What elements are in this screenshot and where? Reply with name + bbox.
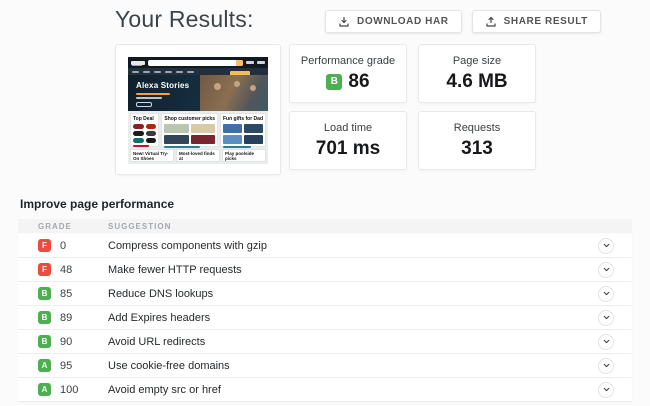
grade-score: 89 [60,311,73,324]
page-size-label: Page size [452,54,502,67]
suggestions-table-header: GRADE SUGGESTION [18,219,632,233]
thumb-hero-banner: Alexa Stories [128,71,268,111]
thumb-bottom-row: New! Virtual Try-On Shoes Most-loved fin… [128,149,268,164]
grade-score: 48 [60,263,73,276]
column-header-grade: GRADE [38,221,72,231]
page-size-value: 4.6 MB [446,70,508,92]
suggestion-text: Reduce DNS lookups [108,287,214,300]
chevron-down-icon [602,237,611,255]
expand-row-button[interactable] [598,261,614,279]
thumb-product-row: Top Deal Shop customer picks [128,111,268,151]
suggestion-row[interactable]: F 48 Make fewer HTTP requests [18,258,632,281]
page-title: Your Results: [115,6,254,32]
thumb-poolside-picks-card: Play poolside picks [222,149,266,162]
grade-badge: F [38,239,51,252]
suggestion-row[interactable]: F 0 Compress components with gzip [18,234,632,257]
improve-section-heading: Improve page performance [20,197,175,211]
suggestion-row[interactable]: B 89 Add Expires headers [18,306,632,329]
suggestion-row[interactable]: A 95 Use cookie-free domains [18,354,632,377]
thumb-hero-button [136,101,152,107]
chevron-down-icon [602,357,611,375]
performance-grade-card: Performance grade B 86 [289,44,407,103]
grade-badge: A [38,359,51,372]
chevron-down-icon [602,381,611,399]
grade-score: 85 [60,287,73,300]
grade-score: 90 [60,335,73,348]
suggestions-table: GRADE SUGGESTION F 0 Compress components… [18,219,632,402]
expand-row-button[interactable] [598,333,614,351]
expand-row-button[interactable] [598,237,614,255]
grade-score: 0 [60,239,67,252]
expand-row-button[interactable] [598,309,614,327]
performance-grade-value: 86 [348,70,370,92]
suggestion-text: Avoid empty src or href [108,383,221,396]
share-icon [485,16,497,28]
load-time-value: 701 ms [315,137,381,159]
thumb-gifts-for-dad-card: Fun gifts for Dad [220,113,266,148]
chevron-down-icon [602,309,611,327]
performance-grade-label: Performance grade [300,54,396,67]
share-result-label: SHARE RESULT [503,16,588,27]
suggestion-text: Use cookie-free domains [108,359,230,372]
thumb-cart-link [257,61,265,64]
thumb-top-deal-card: Top Deal [130,113,160,151]
performance-grade-badge: B [326,73,343,90]
expand-row-button[interactable] [598,357,614,375]
grade-badge: B [38,287,51,300]
column-header-suggestion: SUGGESTION [108,221,172,231]
suggestion-text: Compress components with gzip [108,239,267,252]
thumb-tryon-shoes-card: New! Virtual Try-On Shoes [130,149,174,162]
grade-score: 95 [60,359,73,372]
thumb-search-bar [148,59,243,66]
chevron-down-icon [602,333,611,351]
suggestions-table-body: F 0 Compress components with gzip F 48 M… [18,234,632,401]
thumb-nav-bar [128,68,268,75]
suggestion-text: Make fewer HTTP requests [108,263,242,276]
chevron-down-icon [602,285,611,303]
grade-badge: B [38,311,51,324]
website-screenshot-card: Alexa Stories Top Deal Shop c [115,44,281,175]
download-har-button[interactable]: DOWNLOAD HAR [325,10,462,33]
thumb-customer-picks-card: Shop customer picks [161,113,218,148]
requests-label: Requests [453,121,501,134]
grade-score: 100 [60,383,79,396]
thumb-signin-tooltip [230,71,250,78]
expand-row-button[interactable] [598,381,614,399]
website-screenshot-thumbnail: Alexa Stories Top Deal Shop c [128,57,268,164]
expand-row-button[interactable] [598,285,614,303]
grade-badge: F [38,263,51,276]
amazon-logo [131,60,145,66]
thumb-most-loved-card: Most-loved finds at [176,149,220,162]
thumb-account-links [246,61,254,64]
requests-card: Requests 313 [418,111,536,170]
thumb-hero-photo [200,75,268,111]
page-size-card: Page size 4.6 MB [418,44,536,103]
download-har-label: DOWNLOAD HAR [357,16,449,27]
header-actions: DOWNLOAD HAR SHARE RESULT [325,10,601,33]
load-time-card: Load time 701 ms [289,111,407,170]
grade-badge: B [38,335,51,348]
suggestion-row[interactable]: B 85 Reduce DNS lookups [18,282,632,305]
suggestion-row[interactable]: B 90 Avoid URL redirects [18,330,632,353]
suggestion-text: Add Expires headers [108,311,211,324]
thumb-hero-title: Alexa Stories [136,81,190,90]
share-result-button[interactable]: SHARE RESULT [471,10,601,33]
grade-badge: A [38,383,51,396]
requests-value: 313 [461,137,493,159]
thumb-site-header [128,57,268,68]
load-time-label: Load time [323,121,373,134]
suggestion-row[interactable]: A 100 Avoid empty src or href [18,378,632,401]
download-icon [338,16,350,28]
chevron-down-icon [602,261,611,279]
suggestion-text: Avoid URL redirects [108,335,206,348]
stats-grid: Performance grade B 86 Page size 4.6 MB … [289,44,536,170]
